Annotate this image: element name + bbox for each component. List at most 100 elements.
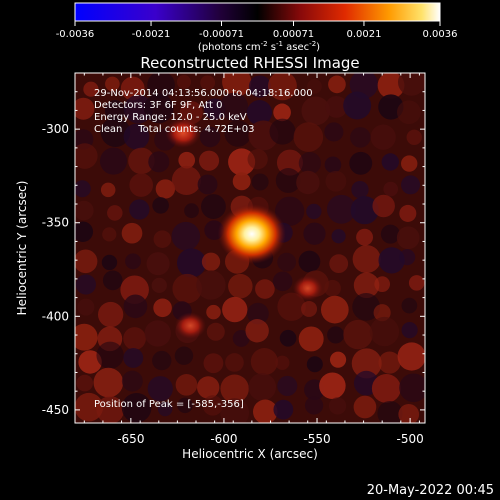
noise-blob xyxy=(381,153,399,171)
noise-blob xyxy=(228,273,253,299)
noise-blob xyxy=(356,228,374,246)
colorbar-tick-label: 0.0036 xyxy=(423,29,458,40)
noise-blob xyxy=(75,180,91,198)
noise-blob xyxy=(176,74,191,89)
noise-blob xyxy=(105,76,120,92)
noise-blob xyxy=(307,79,322,94)
noise-blob xyxy=(369,316,400,347)
noise-blob xyxy=(275,196,305,226)
noise-blob xyxy=(171,221,201,251)
noise-blob xyxy=(123,123,150,150)
noise-blob xyxy=(184,203,199,219)
noise-blob xyxy=(101,254,118,271)
noise-blob xyxy=(125,253,141,270)
noise-blob xyxy=(301,300,318,317)
noise-blob xyxy=(171,165,202,196)
noise-blob xyxy=(298,250,321,273)
noise-blob xyxy=(102,270,123,291)
noise-blob xyxy=(303,222,326,245)
noise-blob xyxy=(123,294,148,319)
noise-blob xyxy=(324,122,344,142)
secondary-source xyxy=(292,275,323,301)
noise-blob xyxy=(277,252,297,272)
noise-blob xyxy=(75,221,94,242)
noise-blob xyxy=(121,392,152,423)
noise-blob xyxy=(370,124,396,150)
noise-blob xyxy=(248,75,272,98)
colorbar-tick-label: 0.0021 xyxy=(346,29,381,40)
noise-blob xyxy=(250,348,278,376)
noise-blob xyxy=(401,297,418,314)
noise-blob xyxy=(325,95,348,118)
noise-blob xyxy=(102,227,117,242)
noise-blob xyxy=(75,392,104,422)
noise-blob xyxy=(222,73,252,97)
noise-blob xyxy=(319,372,346,400)
noise-blob xyxy=(408,275,425,291)
noise-blob xyxy=(351,348,382,379)
peak-source xyxy=(217,203,286,264)
noise-blob xyxy=(177,397,193,414)
noise-blob xyxy=(200,75,216,91)
noise-blob xyxy=(147,73,175,99)
noise-blob xyxy=(396,100,421,125)
noise-blob xyxy=(380,224,400,244)
noise-blob xyxy=(399,373,425,403)
noise-blob xyxy=(275,355,290,370)
noise-blob xyxy=(399,204,417,222)
noise-blob xyxy=(97,301,124,328)
noise-blob xyxy=(247,302,269,325)
noise-blob xyxy=(397,342,425,371)
y-tick-label: -400 xyxy=(42,309,69,323)
noise-blob xyxy=(406,129,422,145)
noise-blob xyxy=(75,274,96,295)
colorbar-tick-label: 0.00071 xyxy=(273,29,314,40)
noise-blob xyxy=(220,374,249,403)
noise-blob xyxy=(199,150,220,171)
noise-blob xyxy=(202,395,223,416)
info-peak-position: Position of Peak = [-585,-356] xyxy=(94,399,244,410)
noise-blob xyxy=(343,319,373,350)
noise-blob xyxy=(296,170,320,195)
noise-blob xyxy=(146,252,170,276)
noise-blob xyxy=(203,353,224,374)
noise-blob xyxy=(398,404,420,423)
noise-blob xyxy=(351,181,369,199)
noise-blob xyxy=(157,401,173,417)
noise-blob xyxy=(129,173,154,197)
noise-blob xyxy=(206,304,221,320)
noise-blob xyxy=(96,396,125,423)
y-axis-ticks: -300 -350 -400 -450 xyxy=(42,91,425,417)
noise-blob xyxy=(75,200,94,221)
noise-blob xyxy=(301,96,331,126)
noise-blob xyxy=(75,323,98,351)
noise-blob xyxy=(324,156,342,174)
info-detectors: Detectors: 3F 6F 9F, Att 0 xyxy=(94,100,222,111)
noise-blob xyxy=(272,271,293,292)
noise-blob xyxy=(328,397,347,415)
noise-blob xyxy=(350,127,371,148)
noise-blob xyxy=(378,351,401,374)
noise-blob xyxy=(401,175,421,195)
noise-blob xyxy=(83,81,99,97)
noise-blob xyxy=(275,167,301,193)
noise-blob xyxy=(247,149,268,170)
info-energy-range: Energy Range: 12.0 - 25.0 keV xyxy=(94,112,247,123)
noise-blob xyxy=(175,374,198,396)
x-tick-label: -500 xyxy=(396,432,423,446)
noise-blob xyxy=(248,373,277,401)
noise-blob xyxy=(220,398,250,423)
noise-blob xyxy=(378,247,405,274)
noise-blob xyxy=(324,279,341,297)
info-text: 29-Nov-2014 04:13:56.000 to 04:18:16.000… xyxy=(94,88,313,410)
noise-blob xyxy=(269,118,296,145)
image-plot-area xyxy=(75,73,425,423)
noise-blob xyxy=(172,273,202,304)
noise-blob xyxy=(268,73,297,101)
noise-blob xyxy=(201,252,221,271)
noise-blob xyxy=(147,376,173,402)
secondary-source xyxy=(165,117,201,148)
noise-blob xyxy=(246,99,273,126)
noise-blob xyxy=(152,350,172,371)
